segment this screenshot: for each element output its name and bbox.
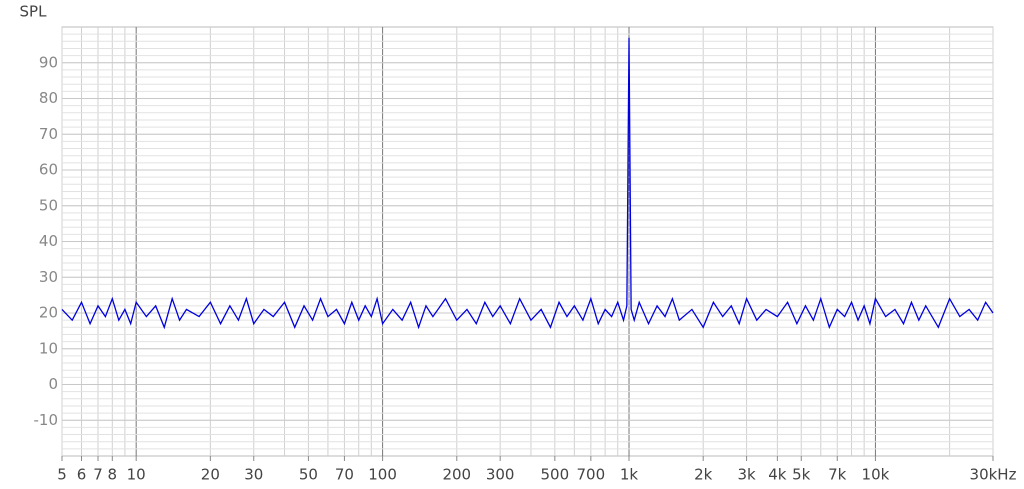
y-tick-label: 0 (48, 375, 58, 393)
x-tick-label: 100 (368, 466, 397, 484)
x-tick-label: 7k (828, 466, 847, 484)
y-tick-label: 70 (39, 125, 58, 143)
x-tick-label: 30kHz (970, 466, 1017, 484)
y-tick-label: 10 (39, 339, 58, 357)
y-tick-label: 20 (39, 304, 58, 322)
x-tick-label: 10 (127, 466, 146, 484)
x-tick-label: 6 (77, 466, 87, 484)
x-tick-label: 3k (737, 466, 756, 484)
x-tick-label: 5 (57, 466, 67, 484)
x-tick-label: 4k (768, 466, 787, 484)
x-tick-label: 8 (108, 466, 118, 484)
y-tick-label: 80 (39, 89, 58, 107)
x-tick-label: 20 (201, 466, 220, 484)
y-tick-label: 30 (39, 268, 58, 286)
y-tick-label: 40 (39, 232, 58, 250)
x-tick-label: 5k (792, 466, 811, 484)
x-tick-label: 7 (93, 466, 103, 484)
x-tick-label: 30 (244, 466, 263, 484)
x-tick-label: 70 (335, 466, 354, 484)
y-tick-label: 50 (39, 196, 58, 214)
x-tick-label: 200 (442, 466, 471, 484)
x-tick-label: 50 (299, 466, 318, 484)
x-tick-label: 700 (577, 466, 606, 484)
x-tick-label: 1k (620, 466, 639, 484)
x-tick-label: 300 (486, 466, 515, 484)
y-tick-label: 60 (39, 161, 58, 179)
x-tick-label: 10k (862, 466, 890, 484)
y-axis-label: SPL (20, 3, 48, 21)
spectrum-line (61, 37, 994, 330)
x-tick-label: 2k (694, 466, 713, 484)
y-tick-label: -10 (34, 411, 59, 429)
x-tick-label: 500 (541, 466, 570, 484)
y-tick-label: 90 (39, 53, 58, 71)
